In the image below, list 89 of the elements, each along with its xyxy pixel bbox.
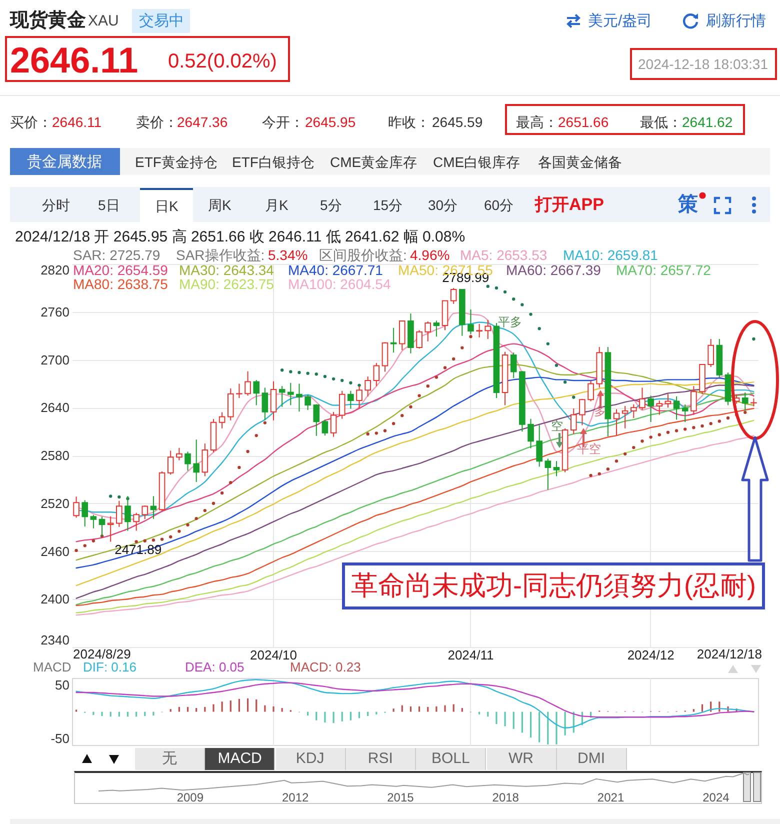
annotation: 平多 [498, 315, 522, 330]
text: 买价： [10, 114, 52, 130]
text: 2647.36 [177, 114, 228, 130]
text: MACD [205, 748, 276, 770]
text: 30分 [428, 196, 458, 214]
text: DMI [556, 748, 627, 770]
text: 卖价： [136, 114, 178, 130]
y-tick-label: 2760 [40, 304, 70, 320]
text: 交易中 [139, 12, 184, 30]
text: MA30: 2643.34 [179, 262, 274, 278]
text: 5分 [320, 196, 342, 214]
text: RSI [346, 748, 416, 770]
text: 2645.95 [305, 114, 356, 130]
text: 区间股价收益: [319, 246, 407, 264]
text: BOLL [416, 748, 486, 770]
text: WR [486, 748, 556, 770]
text: 贵金属数据 [27, 153, 102, 171]
text: MA70: 2657.72 [616, 262, 711, 278]
annotation: 2024/12/18 [696, 646, 762, 662]
x-tick-label: 2009 [176, 790, 204, 804]
text: 现货黄金 [10, 10, 86, 32]
text: CME白银库存 [433, 154, 520, 170]
text: 打开APP [535, 195, 604, 215]
text: XAU [88, 12, 119, 30]
text: MA80: 2638.75 [73, 276, 168, 292]
text: 60分 [484, 196, 514, 214]
text: CME黄金库存 [330, 154, 418, 170]
y-tick-label: 2340 [40, 632, 70, 648]
text: 5日 [98, 196, 120, 214]
text: 2651.66 [558, 114, 609, 130]
x-tick-label: 2018 [492, 790, 520, 804]
y-tick-label: 2640 [40, 400, 70, 416]
x-tick-label: 2024 [702, 790, 730, 804]
text: 无 [135, 748, 205, 770]
text: MA5: 2653.53 [460, 246, 548, 264]
series-label: DIF: 0.16 [83, 660, 136, 676]
text: 2646.11 [10, 39, 138, 81]
y-tick-label: 50 [55, 677, 70, 692]
text: 2024/12/18 开 2645.95 高 2651.66 收 2646.11 低 2641.62 幅 0.08% [15, 228, 466, 246]
text: 4.96% [410, 246, 450, 264]
annotation: 空 [551, 419, 563, 434]
text: 15分 [373, 196, 403, 214]
text: KDJ [276, 748, 346, 770]
x-tick-label: 2024/11 [448, 648, 494, 662]
y-tick-label: 2460 [40, 544, 70, 559]
text: SAR操作收益: [176, 246, 265, 264]
y-tick-label: 2700 [40, 352, 70, 368]
text: 分时 [42, 196, 70, 214]
text: 昨收： [388, 114, 430, 130]
text: 月K [265, 196, 288, 214]
text: 美元/盎司 [588, 12, 652, 30]
annotation: 2024/8/29 [73, 646, 131, 662]
text: 今开： [262, 114, 304, 130]
text: 最低： [640, 114, 682, 130]
text: 5.34% [268, 246, 308, 264]
text: ETF黄金持仓 [135, 154, 218, 170]
x-tick-label: 2024/10 [250, 648, 298, 662]
text: 周K [208, 196, 232, 214]
text: MACD: 0.23 [290, 660, 361, 676]
x-tick-label: 2012 [282, 790, 309, 804]
text: MA10: 2659.81 [563, 246, 658, 264]
x-tick-label: 2024/12 [627, 648, 674, 662]
x-tick-label: 2021 [597, 790, 624, 804]
text: 2645.59 [432, 114, 483, 130]
annotation: 革命尚未成功-同志仍須努力(忍耐) [342, 562, 765, 610]
text: 0.52(0.02%) [168, 50, 277, 74]
y-tick-label: 2520 [40, 496, 70, 511]
text: 2646.11 [52, 114, 102, 130]
chart-title: MACD [33, 660, 72, 676]
text: MA20: 2654.59 [73, 262, 168, 278]
series-label: DEA: 0.05 [185, 660, 244, 676]
text: 日K [155, 198, 178, 214]
y-tick-label: 2400 [40, 592, 70, 607]
text: 刷新行情 [706, 12, 766, 30]
text: MA90: 2623.75 [179, 276, 274, 292]
text: ETF白银持仓 [232, 154, 314, 170]
y-tick-label: 2580 [40, 448, 70, 463]
y-tick-label: 2820 [40, 262, 70, 278]
text: MA60: 2667.39 [506, 262, 601, 278]
text: SAR: 2725.79 [73, 246, 160, 264]
text: 各国黄金储备 [538, 154, 622, 170]
text: 最高： [516, 114, 558, 130]
text: MA40: 2667.71 [288, 262, 383, 278]
x-tick-label: 2015 [387, 790, 414, 804]
text: 2641.62 [682, 114, 733, 130]
text: MA100: 2604.54 [288, 276, 391, 292]
y-tick-label: -50 [50, 731, 70, 746]
text: 策 [678, 194, 698, 216]
text: 2024-12-18 18:03:31 [638, 56, 768, 72]
